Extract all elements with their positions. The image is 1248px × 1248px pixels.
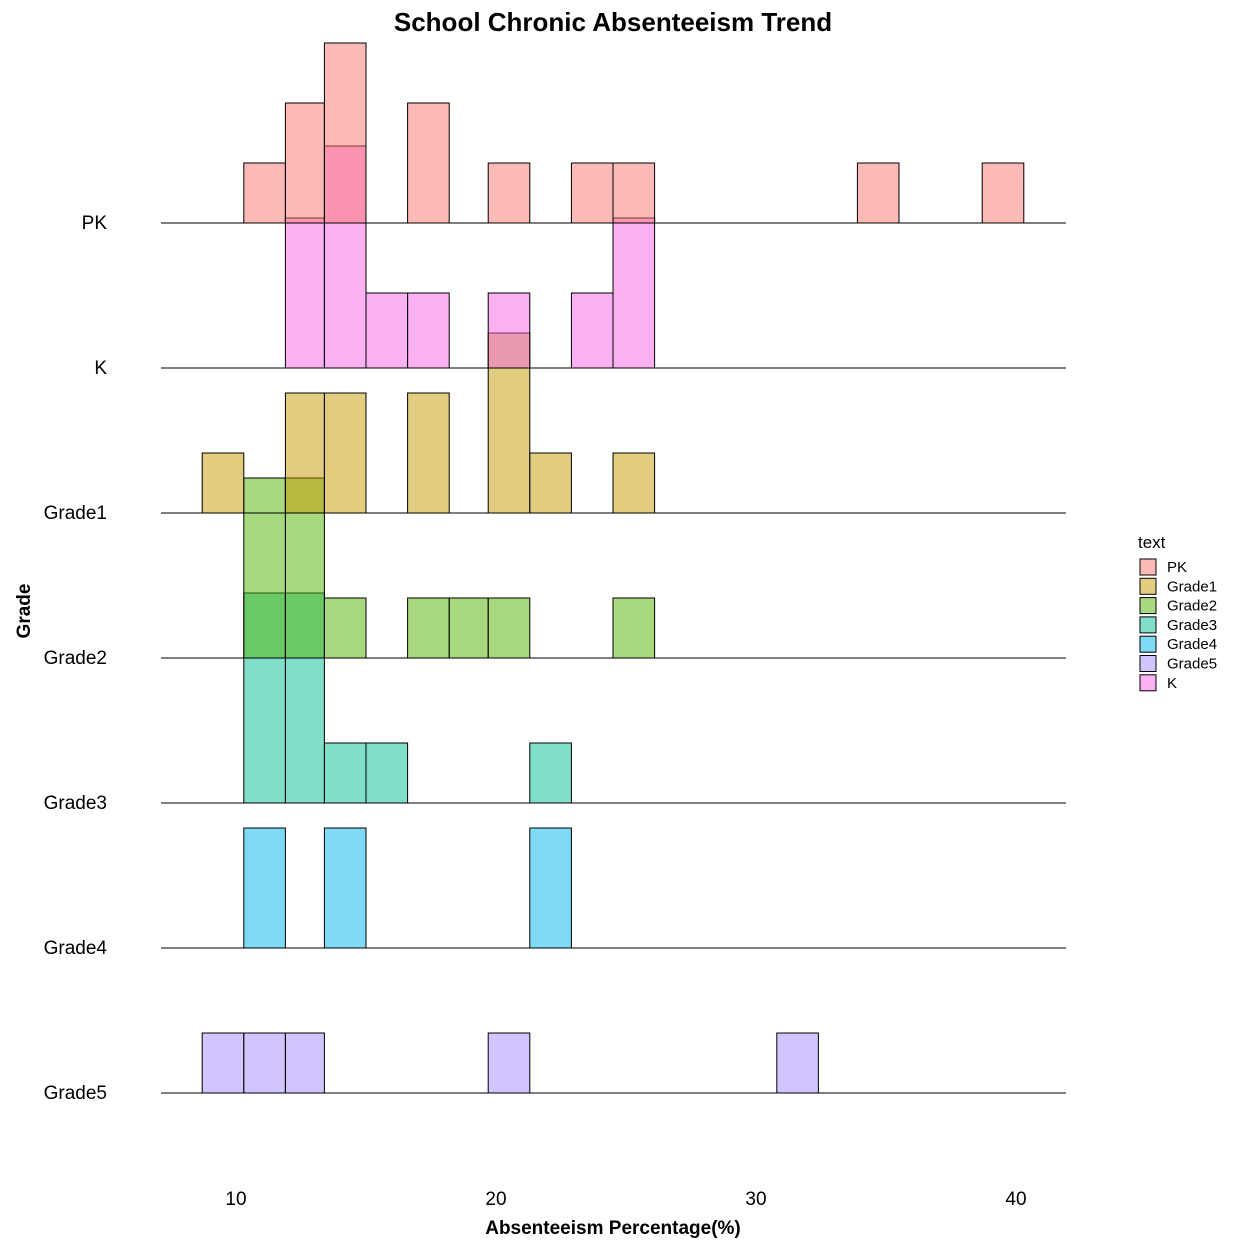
y-axis-ticks: PK K Grade1 Grade2 Grade3 Grade4 Grade5	[44, 213, 108, 1104]
bar-Grade1-0	[201, 452, 245, 514]
legend-swatch-Grade1	[1139, 577, 1157, 595]
y-tick-label-Grade3: Grade3	[44, 793, 107, 814]
bar-Grade2-3	[407, 597, 450, 659]
bar-Grade3-2	[323, 742, 367, 804]
legend-label-Grade1: Grade1	[1167, 578, 1217, 595]
legend-item-Grade4: Grade4	[1139, 635, 1217, 653]
bar-PK-6	[612, 162, 656, 224]
legend-label-Grade5: Grade5	[1167, 656, 1217, 673]
legend-swatch-Grade2	[1139, 597, 1157, 615]
bar-PK-5	[570, 162, 614, 224]
bar-Grade2-5	[487, 597, 531, 659]
legend-item-K: K	[1139, 674, 1177, 692]
bar-Grade3-4	[529, 742, 572, 804]
x-axis-title: Absenteeism Percentage(%)	[485, 1218, 741, 1239]
series-Grade4	[161, 827, 1066, 949]
bar-K-4	[487, 292, 531, 369]
bar-Grade4-1	[323, 827, 367, 949]
legend-item-Grade5: Grade5	[1139, 655, 1217, 673]
x-axis-ticks: 10 20 30 40	[225, 1189, 1026, 1210]
bar-PK-0	[243, 162, 286, 224]
legend-label-Grade3: Grade3	[1167, 617, 1217, 634]
bar-PK-2	[323, 42, 367, 224]
bar-Grade1-6	[612, 452, 656, 514]
bar-Grade1-5	[529, 452, 572, 514]
chart-title: School Chronic Absenteeism Trend	[394, 7, 832, 37]
legend-swatch-Grade3	[1139, 616, 1157, 634]
legend: text PK Grade1 Grade2 Grade3 Grade4 Grade5 K	[1138, 533, 1217, 692]
bar-PK-7	[856, 162, 900, 224]
bar-Grade1-2	[323, 392, 367, 514]
legend-label-PK: PK	[1167, 559, 1187, 576]
bar-PK-8	[981, 162, 1025, 224]
x-tick-label-10: 10	[225, 1189, 246, 1210]
bar-K-2	[365, 292, 409, 369]
y-tick-label-Grade5: Grade5	[44, 1083, 107, 1104]
bar-Grade5-0	[201, 1032, 245, 1094]
bar-Grade2-4	[448, 597, 489, 659]
bar-K-5	[570, 292, 614, 369]
x-tick-label-40: 40	[1005, 1189, 1026, 1210]
bar-PK-1	[284, 102, 325, 224]
bar-K-6	[612, 217, 656, 369]
legend-label-Grade4: Grade4	[1167, 636, 1217, 653]
legend-swatch-Grade4	[1139, 635, 1157, 653]
y-tick-label-Grade4: Grade4	[44, 938, 108, 959]
bar-Grade3-3	[365, 742, 409, 804]
bar-Grade4-2	[529, 827, 572, 949]
legend-label-K: K	[1167, 675, 1177, 692]
bar-Grade4-0	[243, 827, 286, 949]
bar-Grade5-2	[284, 1032, 325, 1094]
series-PK	[161, 42, 1066, 224]
x-tick-label-30: 30	[745, 1189, 766, 1210]
bar-PK-4	[487, 162, 531, 224]
legend-item-Grade1: Grade1	[1139, 577, 1217, 595]
bar-Grade2-0	[243, 477, 286, 659]
legend-swatch-Grade5	[1139, 655, 1157, 672]
bar-K-3	[407, 292, 450, 369]
bar-K-0	[284, 217, 325, 369]
y-axis-title: Grade	[14, 584, 35, 639]
bar-Grade1-3	[407, 392, 450, 514]
ridges	[161, 42, 1066, 1094]
series-Grade5	[161, 1032, 1066, 1094]
bar-PK-3	[407, 102, 450, 224]
legend-title: text	[1138, 533, 1166, 552]
bar-Grade5-1	[243, 1032, 286, 1094]
bar-Grade1-1	[284, 392, 325, 514]
legend-item-Grade2: Grade2	[1139, 597, 1217, 615]
bar-Grade5-4	[776, 1032, 819, 1094]
legend-swatch-PK	[1139, 558, 1157, 576]
legend-item-PK: PK	[1139, 558, 1187, 576]
y-tick-label-Grade1: Grade1	[44, 503, 107, 524]
bar-Grade5-3	[487, 1032, 531, 1094]
bar-Grade2-2	[323, 597, 367, 659]
y-tick-label-Grade2: Grade2	[44, 648, 107, 669]
x-tick-label-20: 20	[485, 1189, 506, 1210]
y-tick-label-PK: PK	[82, 213, 108, 234]
legend-label-Grade2: Grade2	[1167, 598, 1217, 615]
legend-swatch-K	[1139, 674, 1157, 692]
y-tick-label-K: K	[94, 358, 107, 379]
legend-item-Grade3: Grade3	[1139, 616, 1217, 634]
bar-Grade2-6	[612, 597, 656, 659]
